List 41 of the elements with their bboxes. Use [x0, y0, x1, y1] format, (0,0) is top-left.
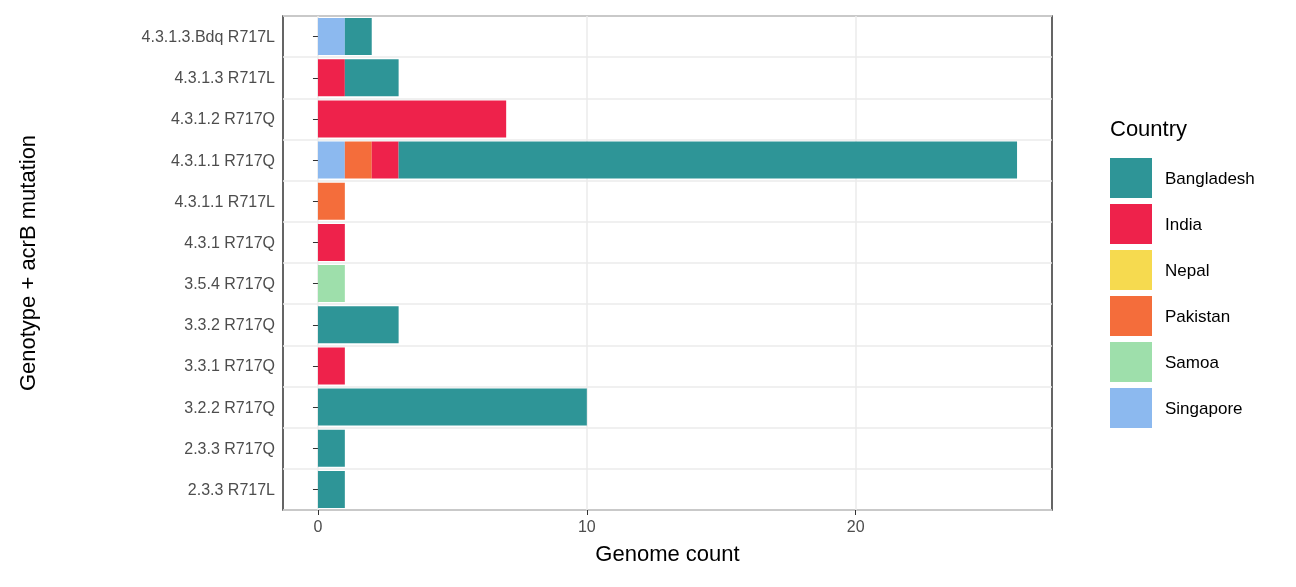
x-axis-title: Genome count: [595, 540, 740, 566]
bar: [398, 141, 1018, 179]
bar: [317, 265, 345, 303]
bar: [371, 141, 399, 179]
y-tick-label: 4.3.1.1 R717L: [174, 192, 276, 210]
y-tick-label: 3.5.4 R717Q: [184, 275, 275, 293]
bar: [317, 470, 345, 508]
bar: [317, 141, 345, 179]
y-tick-label: 3.3.1 R717Q: [184, 357, 275, 375]
x-tick-label: 10: [577, 517, 596, 535]
legend-label: Nepal: [1165, 260, 1210, 280]
legend-label: Singapore: [1165, 398, 1243, 418]
legend-label: Samoa: [1165, 352, 1220, 372]
y-tick-label: 4.3.1.1 R717Q: [170, 151, 275, 169]
y-tick-label: 4.3.1 R717Q: [184, 233, 275, 251]
bar: [344, 59, 399, 97]
legend-title: Country: [1110, 115, 1188, 141]
bar: [317, 100, 507, 138]
y-tick-label: 4.3.1.2 R717Q: [170, 110, 275, 128]
x-tick-label: 20: [846, 517, 865, 535]
bar: [317, 18, 345, 56]
y-axis-title: Genotype + acrB mutation: [14, 134, 40, 392]
bar: [344, 18, 372, 56]
y-tick-label: 4.3.1.3 R717L: [174, 69, 276, 87]
y-tick-label: 4.3.1.3.Bdq R717L: [141, 28, 276, 46]
bar: [317, 306, 399, 344]
bar: [344, 141, 372, 179]
legend-label: Pakistan: [1165, 306, 1231, 326]
y-tick-label: 2.3.3 R717Q: [184, 439, 275, 457]
bar: [317, 429, 345, 467]
x-tick-label: 0: [313, 517, 323, 535]
bar: [317, 223, 345, 261]
bar: [317, 182, 345, 220]
y-tick-label: 3.2.2 R717Q: [184, 398, 275, 416]
bar: [317, 388, 587, 426]
y-tick-label: 3.3.2 R717Q: [184, 316, 275, 334]
legend-label: India: [1165, 214, 1203, 234]
y-tick-label: 2.3.3 R717L: [187, 480, 276, 498]
bar: [317, 347, 345, 385]
legend-label: Bangladesh: [1165, 168, 1255, 188]
bar: [317, 59, 345, 97]
